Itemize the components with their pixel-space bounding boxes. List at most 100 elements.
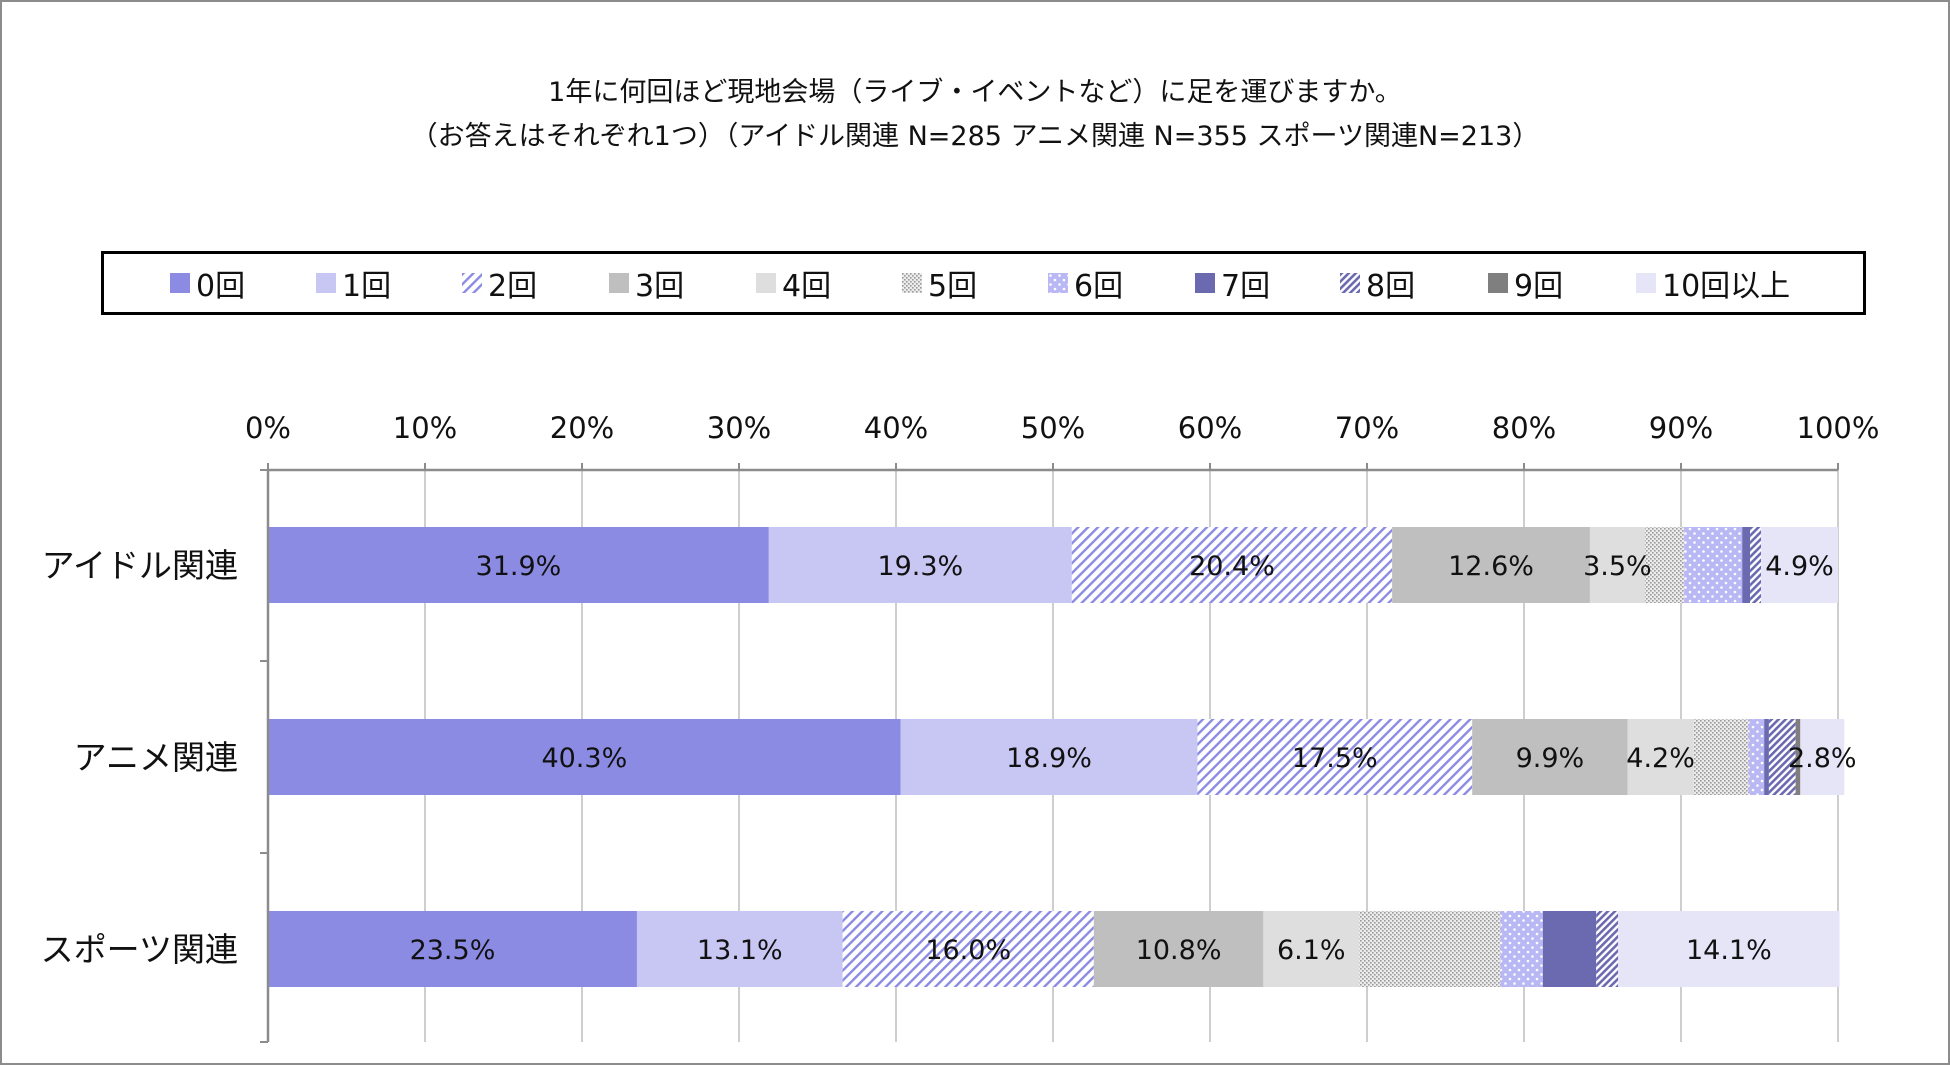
legend-item: 2回 [462,254,537,312]
legend-label: 6回 [1074,269,1124,304]
legend-swatch-fill [170,273,190,293]
bar-segment [842,911,1094,987]
bar-segment [1748,719,1765,795]
legend-item: 9回 [1488,254,1563,312]
legend-item: 6回 [1048,254,1123,312]
legend-swatch-fill [462,273,482,293]
bar-segment [1071,527,1393,603]
legend-swatch [1048,273,1068,293]
legend-swatch-fill [609,273,629,293]
bar-data-label: 40.3% [541,743,627,774]
bar-segment [1472,719,1628,795]
legend-swatch [1488,273,1508,293]
legend-item: 3回 [609,254,684,312]
category-label: アニメ関連 [74,738,238,777]
legend: 0回 1回 2回 3回 4回 5回 6回 7回 8回 9回 10回以上 [101,251,1866,315]
bar-data-label: 2.8% [1788,743,1857,774]
bar-data-label: 14.1% [1686,935,1772,966]
chart-title-line-2: （お答えはそれぞれ1つ）（アイドル関連 N=285 アニメ関連 N=355 スポ… [410,121,1540,152]
bar-segment [1800,719,1845,795]
legend-item: 8回 [1340,254,1415,312]
legend-label: 1回 [342,269,392,304]
legend-item: 10回以上 [1636,254,1790,312]
legend-item: 7回 [1195,254,1270,312]
legend-item: 1回 [316,254,391,312]
legend-item: 5回 [902,254,977,312]
legend-label: 7回 [1221,269,1271,304]
bar-data-label: 4.2% [1626,743,1695,774]
bar-data-label: 12.6% [1448,551,1534,582]
legend-swatch-fill [756,273,776,293]
x-tick-label: 100% [1797,411,1880,445]
legend-swatch [756,273,776,293]
bar-data-label: 17.5% [1292,743,1378,774]
bar-segment [1644,527,1685,603]
chart-title-line-1: 1年に何回ほど現地会場（ライブ・イベントなど）に足を運びますか。 [548,77,1402,108]
bar-segment [1093,911,1264,987]
bar-data-label: 10.8% [1136,935,1222,966]
legend-swatch-fill [1636,273,1656,293]
bar-data-label: 9.9% [1516,743,1585,774]
bar-segment [1263,911,1360,987]
legend-label: 3回 [635,269,685,304]
legend-swatch [170,273,190,293]
legend-swatch [1636,273,1656,293]
legend-swatch-fill [1048,273,1068,293]
bar-segment [1684,527,1743,603]
bar-segment [1795,719,1801,795]
x-tick-label: 30% [707,411,771,445]
legend-label: 9回 [1514,269,1564,304]
bar-segment [636,911,843,987]
bar-segment [1359,911,1501,987]
bar-data-label: 3.5% [1583,551,1652,582]
legend-swatch [316,273,336,293]
bar-segment [268,527,769,603]
x-tick-label: 10% [393,411,457,445]
bar-segment [1761,527,1838,603]
bar-segment [1768,719,1796,795]
legend-swatch-fill [1195,273,1215,293]
x-tick-label: 20% [550,411,614,445]
x-tick-label: 50% [1021,411,1085,445]
bar-segment [1392,527,1590,603]
legend-swatch [1340,273,1360,293]
legend-label: 4回 [782,269,832,304]
legend-label: 5回 [928,269,978,304]
bar-data-label: 20.4% [1189,551,1275,582]
bar-data-label: 6.1% [1277,935,1346,966]
bar-data-label: 18.9% [1006,743,1092,774]
legend-swatch-fill [902,273,922,293]
legend-label: 2回 [488,269,538,304]
bar-data-label: 16.0% [925,935,1011,966]
bar-segment [1542,911,1597,987]
bar-segment [1618,911,1840,987]
legend-item: 0回 [170,254,245,312]
bar-segment [1627,719,1694,795]
legend-swatch [462,273,482,293]
bar-segment [1589,527,1645,603]
legend-swatch [609,273,629,293]
bar-segment [1197,719,1473,795]
legend-swatch-fill [316,273,336,293]
bar-segment [268,719,901,795]
bar-segment [1596,911,1619,987]
legend-swatch-fill [1340,273,1360,293]
x-tick-label: 40% [864,411,928,445]
bar-segment [268,911,637,987]
bar-data-label: 13.1% [697,935,783,966]
bar-segment [1693,719,1749,795]
legend-label: 0回 [196,269,246,304]
legend-swatch [1195,273,1215,293]
category-label: スポーツ関連 [41,930,238,969]
x-tick-label: 70% [1335,411,1399,445]
bar-segment [1742,527,1751,603]
bar-segment [1764,719,1769,795]
bar-segment [768,527,1072,603]
legend-swatch [902,273,922,293]
x-tick-label: 60% [1178,411,1242,445]
x-tick-label: 0% [245,411,291,445]
bar-data-label: 31.9% [476,551,562,582]
category-label: アイドル関連 [42,546,238,585]
x-tick-label: 80% [1492,411,1556,445]
legend-swatch-fill [1488,273,1508,293]
